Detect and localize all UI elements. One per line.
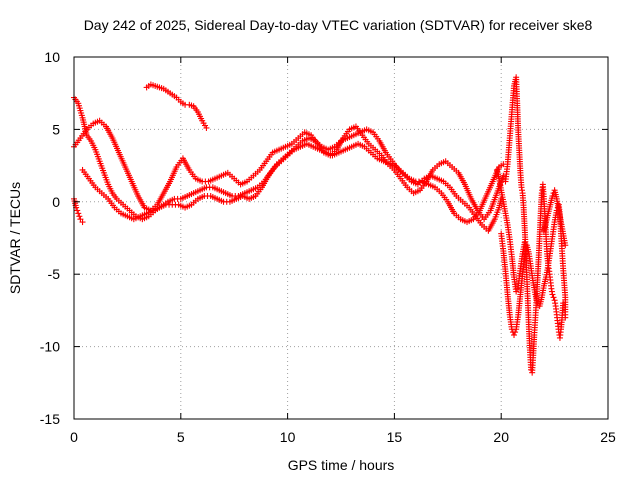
x-tick-label: 0 <box>70 429 78 445</box>
data-point <box>74 207 81 214</box>
data-point <box>562 242 569 249</box>
data-point <box>513 288 520 295</box>
x-tick-label: 25 <box>600 429 616 445</box>
chart-title: Day 242 of 2025, Sidereal Day-to-day VTE… <box>84 17 593 33</box>
tick-labels: 0 5 10 15 20 25 -15 -10 -5 0 5 10 <box>40 49 616 445</box>
data-point <box>76 213 83 220</box>
series-track-e <box>143 81 210 131</box>
y-tick-label: -15 <box>40 411 60 427</box>
x-tick-label: 15 <box>387 429 403 445</box>
data-point <box>514 285 521 292</box>
data-point <box>549 291 556 298</box>
data-point <box>511 332 518 339</box>
data-point <box>512 329 519 336</box>
data-point <box>79 219 86 226</box>
x-tick-label: 5 <box>177 429 185 445</box>
series-track-f <box>502 74 567 376</box>
y-tick-label: 5 <box>52 121 60 137</box>
data-point <box>550 294 557 301</box>
data-point <box>500 172 507 179</box>
plot-frame <box>73 56 609 420</box>
data-point <box>75 210 82 217</box>
y-tick-label: 10 <box>44 49 60 65</box>
series-track-b <box>71 117 507 223</box>
data-points <box>71 74 569 376</box>
data-point <box>549 193 556 200</box>
y-tick-label: -10 <box>40 339 60 355</box>
data-point <box>203 124 210 131</box>
y-tick-label: 0 <box>52 194 60 210</box>
series-track-h <box>493 166 528 295</box>
x-axis-label: GPS time / hours <box>288 457 395 473</box>
series-track-c <box>79 140 507 226</box>
series-track-i <box>540 187 569 249</box>
series-track-d <box>71 195 86 226</box>
x-tick-label: 10 <box>280 429 296 445</box>
data-point <box>521 239 528 246</box>
x-tick-label: 20 <box>493 429 509 445</box>
axis-ticks <box>73 56 609 420</box>
y-axis-label: SDTVAR / TECUs <box>7 182 23 294</box>
y-tick-label: -5 <box>48 266 61 282</box>
data-point <box>562 314 569 321</box>
